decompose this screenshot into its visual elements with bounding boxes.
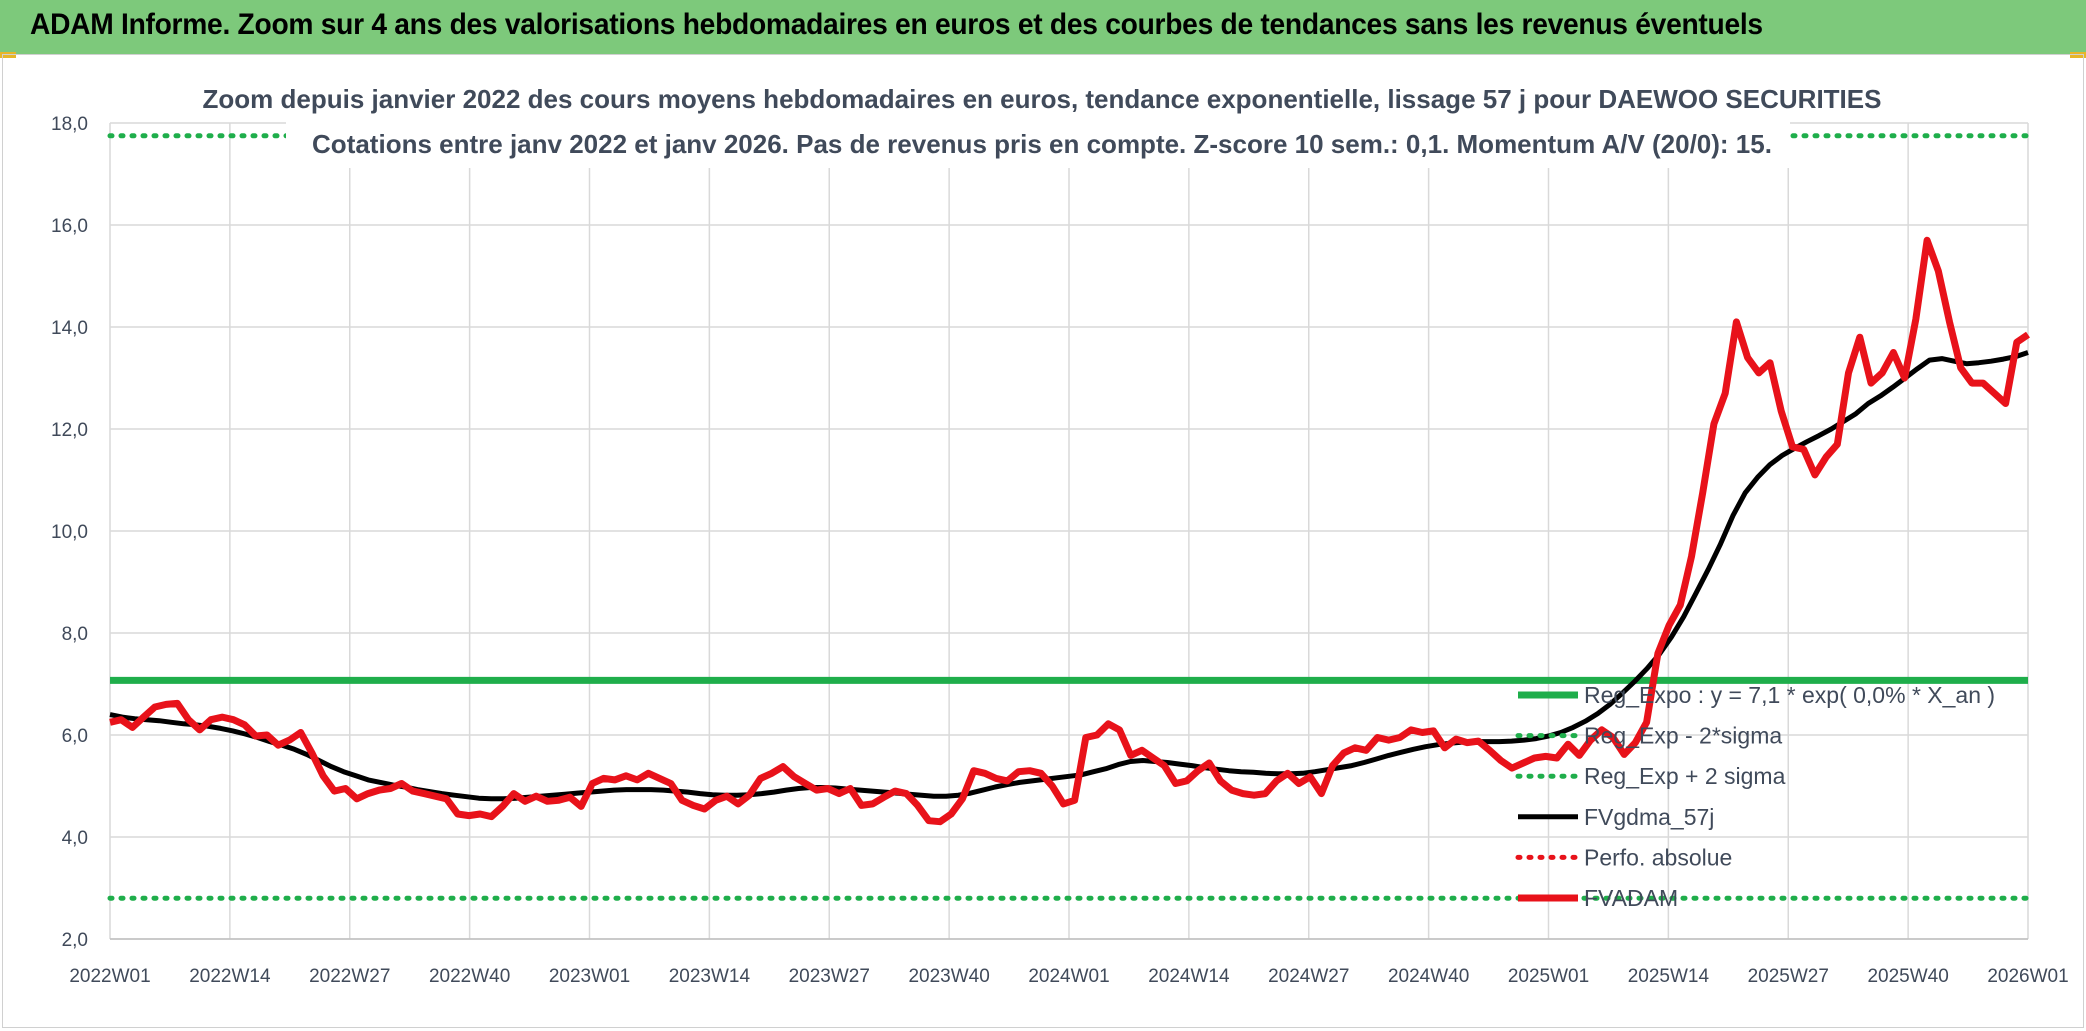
y-tick-label: 12,0 — [51, 420, 88, 441]
x-tick-label: 2024W01 — [1028, 966, 1109, 987]
y-tick-label: 6,0 — [62, 726, 88, 747]
x-tick-label: 2024W14 — [1148, 966, 1230, 987]
legend-label-reg-expo-y-7-1-exp-0-0-x-an: Reg_Expo : y = 7,1 * exp( 0,0% * X_an ) — [1584, 682, 1995, 708]
series-line-fvadam — [109, 236, 2030, 826]
y-tick-label: 16,0 — [51, 216, 88, 237]
chart-title-line2: Cotations entre janv 2022 et janv 2026. … — [312, 129, 1772, 159]
y-tick-label: 10,0 — [51, 522, 88, 543]
x-tick-label: 2023W27 — [789, 966, 870, 987]
x-tick-label: 2023W40 — [908, 966, 989, 987]
legend-label-perfo-absolue: Perfo. absolue — [1584, 844, 1732, 870]
y-axis-ticks: 2,0 4,0 6,0 8,0 10,0 12,0 14,0 16,0 18,0 — [51, 114, 88, 951]
corner-mark-right — [2070, 52, 2086, 58]
y-tick-label: 14,0 — [51, 318, 88, 339]
legend-label-fvadam: FVADAM — [1584, 885, 1678, 911]
y-tick-label: 8,0 — [62, 624, 88, 645]
legend-label-reg-exp-2-sigma: Reg_Exp + 2 sigma — [1584, 763, 1786, 789]
x-tick-label: 2022W27 — [309, 966, 390, 987]
x-tick-label: 2026W01 — [1987, 966, 2068, 987]
y-tick-label: 4,0 — [62, 828, 88, 849]
x-tick-label: 2024W40 — [1388, 966, 1469, 987]
legend-label-reg-exp-2-sigma: Reg_Exp - 2*sigma — [1584, 723, 1782, 749]
x-tick-label: 2025W14 — [1628, 966, 1710, 987]
x-tick-label: 2022W01 — [69, 966, 150, 987]
x-tick-label: 2025W27 — [1748, 966, 1829, 987]
legend: Reg_Expo : y = 7,1 * exp( 0,0% * X_an ) R… — [1515, 682, 1995, 911]
x-tick-label: 2022W14 — [189, 966, 271, 987]
x-tick-label: 2023W14 — [669, 966, 751, 987]
x-tick-label: 2024W27 — [1268, 966, 1349, 987]
x-tick-label: 2025W01 — [1508, 966, 1589, 987]
x-tick-label: 2025W40 — [1867, 966, 1948, 987]
corner-mark-left — [0, 52, 16, 58]
x-tick-label: 2022W40 — [429, 966, 510, 987]
banner-title: ADAM Informe. Zoom sur 4 ans des valoris… — [30, 8, 1763, 41]
y-tick-label: 2,0 — [62, 930, 88, 951]
legend-label-fvgdma-57j: FVgdma_57j — [1584, 804, 1714, 830]
chart-frame — [2, 54, 2084, 1028]
grid-lines — [109, 122, 2029, 940]
title-banner: ADAM Informe. Zoom sur 4 ans des valoris… — [0, 0, 2086, 55]
chart-title-line1: Zoom depuis janvier 2022 des cours moyen… — [203, 84, 1882, 114]
y-tick-label: 18,0 — [51, 114, 88, 135]
title-backdrop — [286, 78, 1790, 168]
x-tick-label: 2023W01 — [549, 966, 630, 987]
x-axis-ticks: 2022W01 2022W14 2022W27 2022W40 2023W01 2023W… — [69, 966, 2068, 987]
